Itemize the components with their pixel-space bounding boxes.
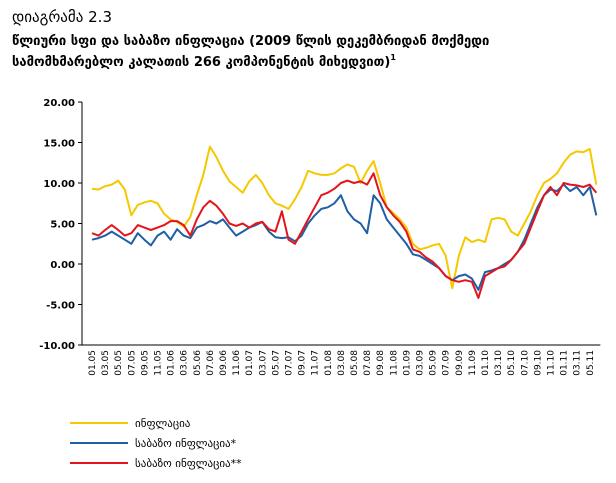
- x-tick-label: 11.06: [232, 350, 242, 376]
- x-tick-label: 11.05: [154, 350, 164, 376]
- x-tick-label: 05.05: [114, 350, 124, 376]
- legend-label: ინფლაცია: [135, 417, 191, 430]
- x-tick-label: 09.06: [219, 350, 229, 376]
- x-tick-label: 03.05: [101, 350, 111, 376]
- x-tick-label: 09.10: [533, 350, 543, 376]
- legend-label: საბაზო ინფლაცია**: [135, 457, 242, 470]
- x-tick-label: 03.07: [258, 350, 268, 376]
- x-tick-label: 11.10: [547, 350, 557, 376]
- y-tick-label: 0.00: [50, 260, 75, 271]
- x-tick-label: 03.06: [180, 350, 190, 376]
- x-tick-label: 07.06: [206, 350, 216, 376]
- x-tick-label: 09.07: [298, 350, 308, 376]
- x-tick-label: 01.07: [245, 350, 255, 376]
- x-tick-label: 11.07: [311, 350, 321, 376]
- x-tick-label: 01.08: [324, 350, 334, 376]
- y-tick-label: -5.00: [46, 301, 75, 312]
- x-tick-label: 09.08: [376, 350, 386, 376]
- x-tick-label: 05.08: [350, 350, 360, 376]
- x-tick-label: 05.11: [586, 350, 596, 376]
- x-tick-label: 07.07: [285, 350, 295, 376]
- x-tick-label: 01.09: [402, 350, 412, 376]
- x-tick-label: 05.09: [429, 350, 439, 376]
- x-tick-label: 05.06: [193, 350, 203, 376]
- chart-title: დიაგრამა 2.3: [12, 8, 112, 26]
- chart-subtitle: წლიური სფი და საბაზო ინფლაცია (2009 წლის…: [12, 34, 489, 49]
- x-tick-label: 07.09: [442, 350, 452, 376]
- chart-subtitle: სამომხმარებლო კალათის 266 კომპონენტის მი…: [12, 53, 396, 70]
- y-tick-label: 20.00: [43, 98, 75, 109]
- x-tick-label: 03.11: [573, 350, 583, 376]
- y-tick-label: -10.00: [39, 341, 75, 352]
- x-tick-label: 01.10: [481, 350, 491, 376]
- x-tick-label: 05.07: [271, 350, 281, 376]
- x-tick-label: 01.11: [560, 350, 570, 376]
- x-tick-label: 01.05: [88, 350, 98, 376]
- x-tick-label: 03.08: [337, 350, 347, 376]
- x-tick-label: 03.09: [416, 350, 426, 376]
- x-tick-label: 09.05: [140, 350, 150, 376]
- footnote-marker: 1: [390, 53, 396, 62]
- series-line: [91, 183, 598, 291]
- x-tick-label: 03.10: [494, 350, 504, 376]
- y-tick-label: 10.00: [43, 179, 75, 190]
- x-tick-label: 07.08: [363, 350, 373, 376]
- x-tick-label: 05.10: [507, 350, 517, 376]
- series-line: [91, 145, 598, 290]
- y-tick-label: 15.00: [43, 139, 75, 150]
- legend-label: საბაზო ინფლაცია*: [135, 437, 237, 450]
- x-tick-label: 07.05: [127, 350, 137, 376]
- x-tick-label: 09.09: [455, 350, 465, 376]
- x-tick-label: 11.09: [468, 350, 478, 376]
- x-tick-label: 07.10: [520, 350, 530, 376]
- x-tick-label: 11.08: [389, 350, 399, 376]
- x-tick-label: 01.06: [167, 350, 177, 376]
- series-line: [91, 172, 598, 299]
- y-tick-label: 5.00: [50, 220, 75, 231]
- subtitle-line: სამომხმარებლო კალათის 266 კომპონენტის მი…: [12, 55, 390, 70]
